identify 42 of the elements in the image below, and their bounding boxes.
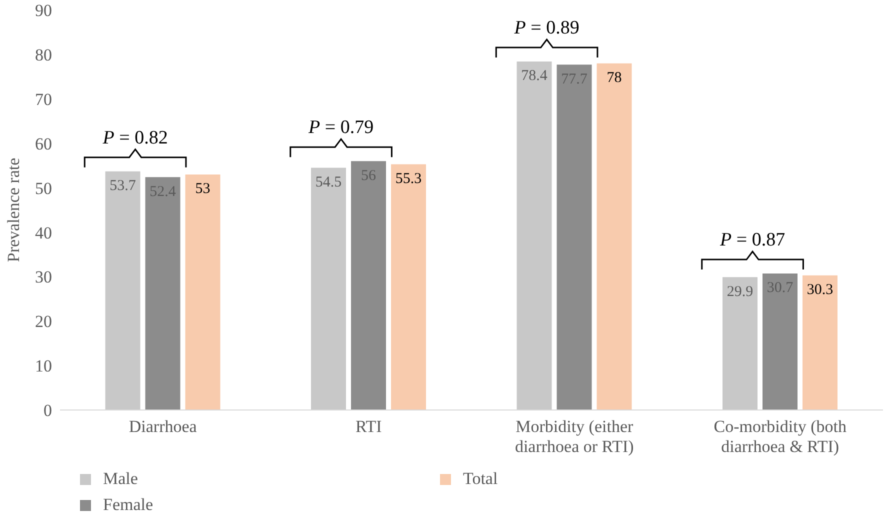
data-label: 53.7: [110, 178, 136, 194]
data-label: 78.4: [521, 68, 548, 84]
x-tick-label: RTI: [355, 417, 382, 436]
bar: [145, 177, 180, 410]
legend-label: Total: [463, 469, 498, 489]
annotation: P = 0.87: [719, 230, 786, 251]
y-tick-label: 0: [44, 401, 52, 420]
bar: [105, 171, 140, 410]
x-tick-label: Morbidity (either diarrhoea or RTI): [514, 417, 634, 456]
y-axis-title: Prevalence rate: [4, 158, 24, 262]
legend-label: Male: [103, 469, 138, 489]
y-tick-label: 20: [35, 312, 52, 332]
data-label: 29.9: [726, 284, 754, 300]
y-tick-label: 80: [35, 45, 52, 64]
bar: [762, 274, 798, 410]
annotation: P = 0.79: [308, 117, 374, 138]
y-tick-label: 90: [35, 1, 52, 20]
data-label: 30.3: [806, 282, 834, 298]
y-tick-label: 10: [35, 356, 52, 376]
annotation: P = 0.89: [513, 18, 580, 39]
y-tick-label: 40: [35, 223, 52, 242]
bar: [556, 64, 592, 410]
bar: [351, 161, 386, 410]
bar: [596, 63, 632, 410]
y-tick-label: 30: [35, 268, 52, 287]
x-tick-label: Co-morbidity (both diarrhoea & RTI): [714, 417, 847, 456]
bar: [391, 164, 426, 410]
y-tick-label: 60: [35, 134, 52, 154]
bar: [311, 168, 346, 410]
y-tick-label: 50: [35, 178, 52, 198]
x-tick-label: Diarrhoea: [128, 417, 198, 436]
bar: [516, 62, 552, 410]
bar: [185, 174, 220, 410]
data-label: 55.3: [395, 170, 422, 187]
data-label: 78: [606, 70, 622, 86]
legend-label: Female: [103, 495, 154, 514]
data-label: 54.5: [315, 174, 342, 190]
bar: [802, 275, 838, 410]
bar: [722, 277, 758, 410]
annotation: P = 0.82: [102, 127, 168, 148]
y-tick-label: 70: [35, 90, 52, 109]
data-label: 53: [195, 181, 210, 198]
